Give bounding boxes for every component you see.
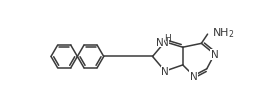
Text: H: H <box>164 34 171 43</box>
Text: N: N <box>211 50 219 60</box>
Text: N: N <box>161 67 169 76</box>
Text: NH$_2$: NH$_2$ <box>212 26 235 40</box>
Text: N: N <box>161 38 169 47</box>
Text: N: N <box>190 71 197 81</box>
Text: N: N <box>157 38 164 47</box>
